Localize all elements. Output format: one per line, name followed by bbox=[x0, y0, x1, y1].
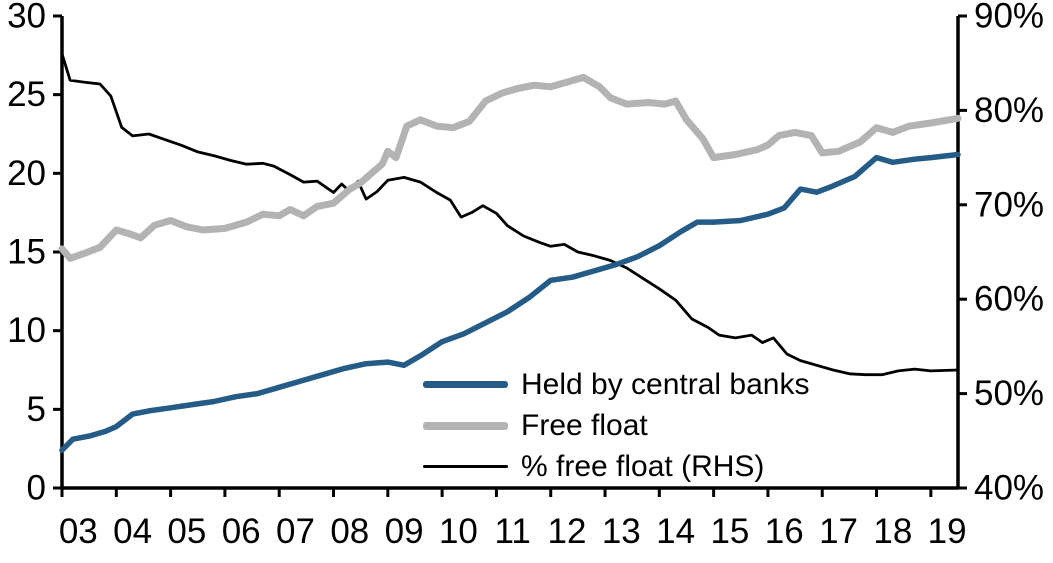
legend-line-swatch-gray bbox=[423, 421, 508, 430]
right-axis-tick-label: 70% bbox=[974, 185, 1044, 224]
legend-item-pct-free-float: % free float (RHS) bbox=[423, 446, 810, 487]
x-axis-tick-label: 11 bbox=[495, 512, 531, 551]
series-line-2 bbox=[60, 52, 960, 377]
legend-line-swatch-black bbox=[423, 465, 508, 468]
right-axis-tick-label: 90% bbox=[974, 0, 1044, 36]
x-axis-tick-label: 04 bbox=[113, 512, 152, 551]
x-axis-tick-label: 15 bbox=[710, 512, 749, 551]
legend-label: Free float bbox=[521, 408, 648, 442]
legend-label: Held by central banks bbox=[521, 367, 810, 401]
left-axis-tick-label: 30 bbox=[7, 0, 46, 36]
x-axis-tick-label: 07 bbox=[276, 512, 315, 551]
right-axis-tick-label: 60% bbox=[974, 280, 1044, 319]
left-axis-tick-label: 15 bbox=[7, 233, 46, 272]
legend-label: % free float (RHS) bbox=[521, 449, 765, 483]
right-axis-tick-label: 80% bbox=[974, 91, 1044, 130]
left-axis-tick-label: 0 bbox=[27, 469, 46, 508]
left-axis-tick-label: 20 bbox=[7, 154, 46, 193]
left-axis-tick-label: 10 bbox=[7, 311, 46, 350]
x-axis-tick-label: 12 bbox=[548, 512, 587, 551]
x-axis-tick-label: 05 bbox=[167, 512, 206, 551]
legend-line-swatch-blue bbox=[423, 381, 508, 388]
x-axis-tick-label: 18 bbox=[873, 512, 912, 551]
x-axis-tick-label: 08 bbox=[330, 512, 369, 551]
x-axis-tick-label: 16 bbox=[765, 512, 804, 551]
x-axis-tick-label: 14 bbox=[656, 512, 695, 551]
left-axis-tick-label: 25 bbox=[7, 75, 46, 114]
x-axis-tick-label: 13 bbox=[602, 512, 641, 551]
legend-item-held-by-central-banks: Held by central banks bbox=[423, 364, 810, 405]
series-line-0 bbox=[59, 151, 961, 453]
chart-legend: Held by central banks Free float % free … bbox=[423, 364, 810, 487]
x-axis-tick-label: 09 bbox=[385, 512, 424, 551]
right-axis-tick-label: 40% bbox=[974, 469, 1044, 508]
x-axis-tick-label: 19 bbox=[928, 512, 967, 551]
x-axis-tick-label: 06 bbox=[222, 512, 261, 551]
right-axis-tick-label: 50% bbox=[974, 374, 1044, 413]
legend-item-free-float: Free float bbox=[423, 405, 810, 446]
x-axis-tick-label: 03 bbox=[59, 512, 98, 551]
x-axis-tick-label: 10 bbox=[439, 512, 478, 551]
left-axis-tick-label: 5 bbox=[27, 390, 46, 429]
series-line-1 bbox=[58, 73, 962, 262]
x-axis-tick-label: 17 bbox=[819, 512, 858, 551]
